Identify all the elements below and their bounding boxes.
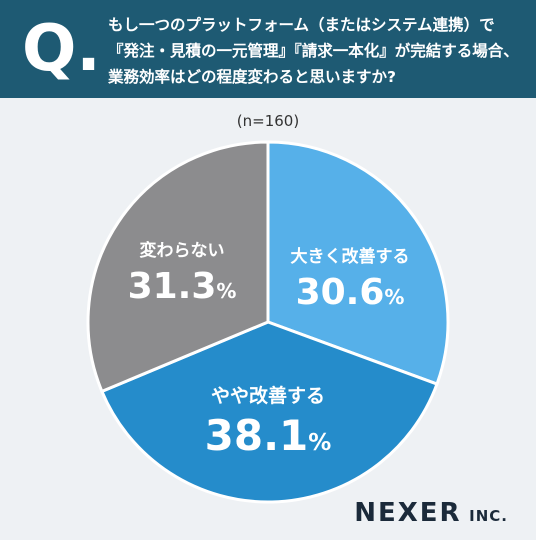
q-mark: Q. bbox=[22, 12, 101, 86]
pie-slice-3 bbox=[86, 140, 270, 394]
question-line-3: 業務効率はどの程度変わると思いますか? bbox=[108, 68, 396, 86]
question-line-2: 『発注・見積の一元管理』『請求一本化』が完結する場合、 bbox=[108, 42, 519, 60]
logo-suffix: INC. bbox=[469, 507, 508, 525]
nexer-logo: NEXER INC. bbox=[354, 498, 508, 528]
slice-unit-3: % bbox=[216, 279, 236, 303]
pie-slice-1 bbox=[266, 140, 450, 386]
question-text: もし一つのプラットフォーム（またはシステム連携）で 『発注・見積の一元管理』『請… bbox=[108, 12, 528, 90]
question-header: Q. もし一つのプラットフォーム（またはシステム連携）で 『発注・見積の一元管理… bbox=[0, 0, 536, 98]
slice-label-3: 変わらない bbox=[140, 240, 225, 261]
sample-size: (n=160) bbox=[236, 112, 300, 130]
slice-unit-2: % bbox=[308, 430, 331, 456]
slice-value-3: 31.3% bbox=[128, 266, 237, 307]
pie-slice-2 bbox=[99, 320, 439, 504]
slice-value-1: 30.6% bbox=[296, 272, 405, 313]
question-line-1: もし一つのプラットフォーム（またはシステム連携）で bbox=[108, 16, 495, 34]
slice-unit-1: % bbox=[384, 285, 404, 309]
slice-label-1: 大きく改善する bbox=[291, 246, 410, 267]
slice-label-2: やや改善する bbox=[211, 384, 325, 407]
logo-main: NEXER bbox=[354, 498, 462, 528]
